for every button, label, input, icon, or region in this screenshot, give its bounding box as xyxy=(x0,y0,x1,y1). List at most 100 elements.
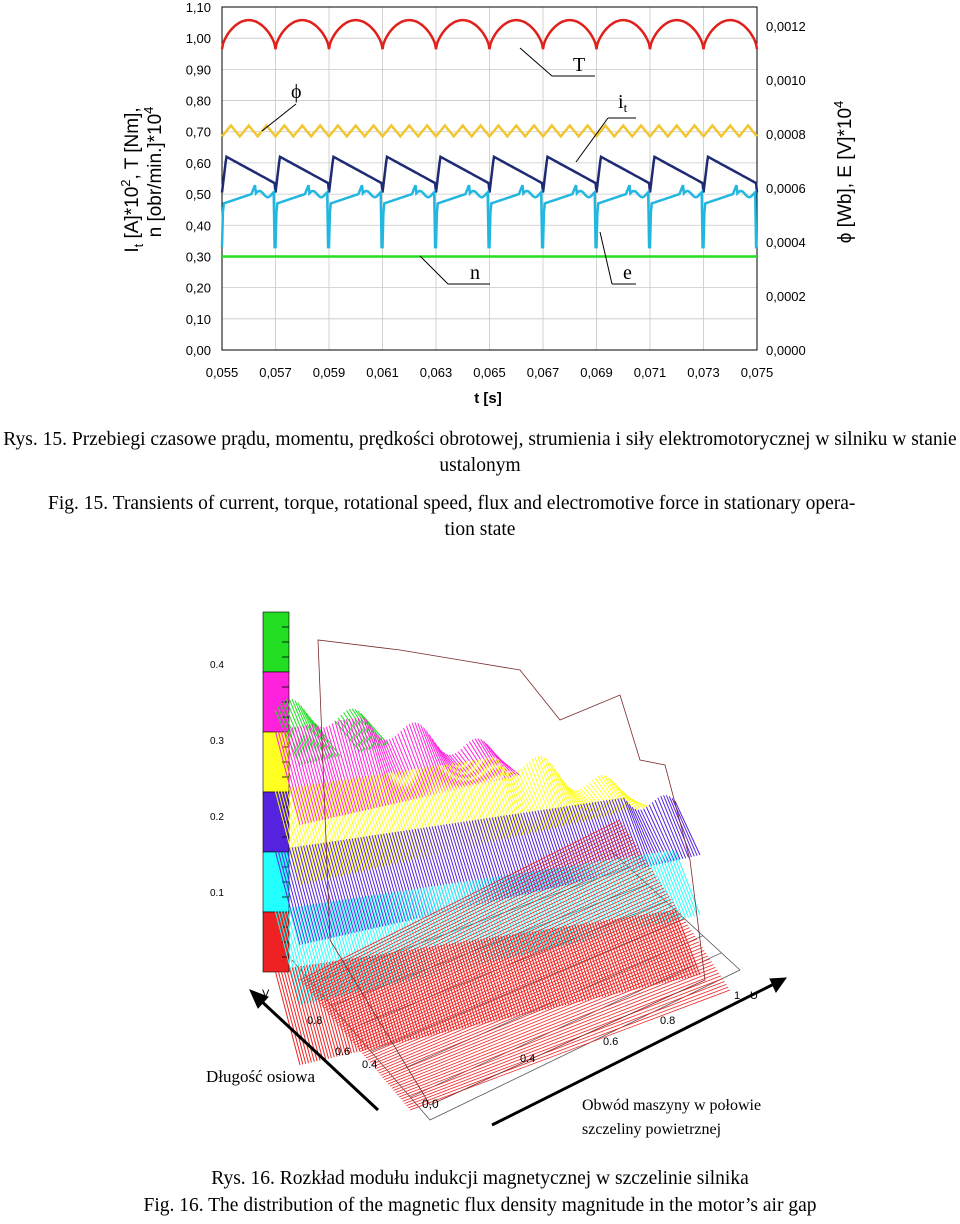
mesh-stroke xyxy=(317,903,344,996)
mesh-stroke xyxy=(448,754,475,787)
arrow-circumference xyxy=(491,977,788,1127)
mesh-stroke xyxy=(505,875,532,954)
mesh-stroke xyxy=(617,798,644,869)
mesh-stroke xyxy=(511,934,538,1012)
mesh-stroke xyxy=(668,796,695,857)
series-line-sawtooth xyxy=(220,154,759,193)
mesh-stroke xyxy=(365,720,392,805)
mesh-stroke xyxy=(285,968,312,1063)
mesh-stroke xyxy=(354,837,381,928)
mesh-stroke xyxy=(528,811,555,888)
mesh-front xyxy=(397,969,718,1096)
mesh-stroke xyxy=(425,730,452,792)
mesh-front xyxy=(356,907,677,1048)
y-right-tick: 0,0002 xyxy=(766,289,806,304)
mesh-stroke xyxy=(300,726,327,820)
mesh-stroke xyxy=(517,813,544,891)
mesh-front xyxy=(347,893,668,1037)
plot-frame xyxy=(221,6,758,351)
mesh-stroke xyxy=(308,964,335,1058)
mesh-stroke xyxy=(554,807,581,883)
series-label-T: T xyxy=(573,54,585,76)
mesh-stroke xyxy=(505,935,532,1014)
mesh-stroke xyxy=(365,836,392,925)
y-right-tick: 0,0000 xyxy=(766,343,806,358)
mesh-front xyxy=(400,975,721,1100)
mesh-stroke xyxy=(474,738,501,781)
mesh-stroke xyxy=(557,867,584,942)
mesh-stroke xyxy=(274,969,301,1066)
mesh-stroke xyxy=(391,737,418,799)
mesh-front xyxy=(354,904,676,1046)
mesh-stroke xyxy=(480,818,507,899)
mesh-stroke xyxy=(565,806,592,880)
mesh-stroke xyxy=(531,811,558,888)
mesh-stroke xyxy=(380,834,407,922)
mesh-front xyxy=(307,830,628,990)
mesh-stroke xyxy=(334,840,361,932)
mesh-stroke xyxy=(385,739,412,801)
mesh-stroke xyxy=(625,917,652,987)
mesh-stroke xyxy=(294,786,321,881)
mesh-stroke xyxy=(514,813,541,892)
mesh-front xyxy=(329,864,650,1016)
colorbar xyxy=(262,611,290,973)
mesh-stroke xyxy=(423,947,450,1032)
mesh-stroke xyxy=(288,727,315,822)
y-left-tick: 0,00 xyxy=(186,343,211,358)
mesh-stroke xyxy=(294,966,321,1061)
mesh-stroke xyxy=(308,904,335,998)
mesh-stroke xyxy=(300,705,327,760)
mesh-stroke xyxy=(471,880,498,961)
mesh-stroke xyxy=(328,961,355,1053)
mesh-stroke xyxy=(651,802,678,861)
mesh-front xyxy=(382,947,703,1078)
fig15-caption-pl: Rys. 15. Przebiegi czasowe prądu, moment… xyxy=(3,429,957,476)
mesh-stroke xyxy=(288,907,315,1002)
mesh-stroke xyxy=(280,789,307,884)
mesh-stroke xyxy=(491,817,518,897)
mesh-stroke xyxy=(600,774,627,812)
mesh-stroke xyxy=(308,724,335,818)
mesh-stroke xyxy=(297,846,324,940)
mesh-stroke xyxy=(657,852,684,920)
mesh-stroke xyxy=(606,775,632,811)
mesh-stroke xyxy=(617,918,644,989)
mesh-stroke xyxy=(394,735,421,799)
mesh-stroke xyxy=(665,851,692,918)
mesh-stroke xyxy=(503,766,530,834)
mesh-stroke xyxy=(368,775,395,864)
mesh-stroke xyxy=(514,873,541,952)
mesh-stroke xyxy=(663,851,690,918)
mesh-stroke xyxy=(303,785,330,879)
mesh-front xyxy=(316,845,637,1000)
mesh-stroke xyxy=(377,954,404,1042)
mesh-front xyxy=(342,884,663,1031)
mesh-stroke xyxy=(474,759,501,841)
mesh-front xyxy=(312,839,634,996)
mesh-stroke xyxy=(617,858,644,929)
y-right-tick: 0,0012 xyxy=(766,19,806,34)
mesh-stroke xyxy=(431,738,458,790)
mesh-stroke xyxy=(311,904,338,997)
mesh-stroke xyxy=(405,725,432,796)
mesh-stroke xyxy=(557,773,584,822)
mesh-front xyxy=(373,932,694,1068)
mesh-stroke xyxy=(545,929,572,1005)
mesh-front xyxy=(310,836,632,994)
mesh-front xyxy=(299,819,621,981)
mesh-front xyxy=(330,867,652,1018)
mesh-stroke xyxy=(468,820,495,902)
mesh-front xyxy=(360,913,681,1052)
mesh-front xyxy=(380,944,701,1076)
mesh-stroke xyxy=(405,950,432,1036)
mesh-stroke xyxy=(343,719,370,810)
mesh-stroke xyxy=(565,866,592,940)
x-tick: 0,063 xyxy=(420,365,453,380)
leader-e xyxy=(599,231,613,285)
mesh-stroke xyxy=(663,795,690,858)
colorbar-tick: 0.4 xyxy=(210,660,224,671)
y-right-tick: 0,0008 xyxy=(766,127,806,142)
series-label-e: e xyxy=(623,262,632,284)
mesh-stroke xyxy=(380,737,407,802)
